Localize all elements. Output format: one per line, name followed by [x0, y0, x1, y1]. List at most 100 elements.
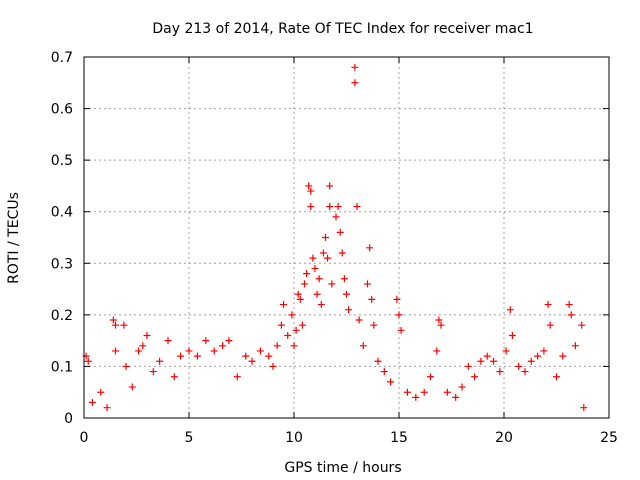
data-point	[364, 280, 371, 288]
data-point	[496, 368, 504, 376]
data-point	[248, 357, 256, 365]
data-point	[343, 290, 350, 298]
data-point	[84, 357, 92, 365]
chart-title: Day 213 of 2014, Rate Of TEC Index for r…	[152, 21, 533, 37]
data-point	[368, 295, 376, 303]
x-tick-label: 5	[185, 430, 194, 446]
x-axis-label: GPS time / hours	[284, 460, 401, 476]
axis-ticks: 0 5 10 15 20 25 0 0.1 0.2 0.3 0.4 0.5 0.6 0.7	[51, 50, 618, 446]
data-point	[135, 347, 143, 355]
data-point	[340, 275, 348, 283]
data-points	[82, 63, 588, 412]
data-point	[185, 347, 193, 355]
data-point	[527, 357, 535, 365]
data-point	[256, 347, 264, 355]
y-tick-label: 0.7	[51, 50, 73, 66]
data-point	[307, 203, 315, 211]
data-point	[567, 311, 575, 319]
y-tick-label: 0.4	[51, 205, 73, 221]
data-point	[210, 347, 218, 355]
data-point	[170, 373, 178, 381]
data-point	[351, 79, 359, 87]
data-point	[580, 404, 588, 412]
data-point	[315, 275, 323, 283]
data-point	[128, 383, 136, 391]
data-point	[515, 362, 523, 370]
data-point	[294, 290, 302, 298]
data-point	[502, 347, 510, 355]
data-point	[109, 316, 117, 324]
data-point	[420, 388, 428, 396]
data-point	[322, 234, 329, 241]
data-point	[177, 352, 185, 360]
data-point	[578, 321, 586, 329]
data-point	[317, 301, 325, 309]
data-point	[164, 337, 172, 345]
data-point	[437, 321, 445, 329]
y-tick-label: 0.6	[51, 102, 73, 118]
data-point	[351, 63, 359, 71]
data-point	[324, 254, 332, 262]
y-tick-label: 0.2	[51, 308, 73, 324]
data-point	[290, 342, 298, 350]
data-point	[284, 331, 292, 339]
data-point	[273, 342, 281, 350]
data-point	[326, 203, 334, 211]
data-point	[353, 203, 361, 211]
data-point	[412, 393, 420, 401]
data-point	[571, 342, 579, 350]
data-point	[88, 399, 96, 407]
x-tick-label: 0	[80, 430, 89, 446]
data-point	[565, 301, 573, 309]
data-point	[471, 373, 479, 381]
data-point	[435, 316, 443, 324]
data-point	[544, 301, 552, 309]
data-point	[296, 295, 304, 303]
data-point	[313, 290, 321, 298]
x-tick-label: 25	[600, 430, 618, 446]
data-point	[112, 321, 119, 329]
data-point	[355, 316, 363, 324]
data-point	[334, 203, 342, 211]
data-point	[490, 357, 497, 365]
data-point	[508, 331, 516, 339]
data-point	[370, 321, 378, 329]
data-point	[397, 326, 405, 334]
data-point	[280, 301, 287, 309]
data-point	[345, 306, 353, 314]
data-point	[219, 342, 227, 350]
data-point	[559, 352, 567, 360]
data-point	[139, 342, 147, 350]
data-point	[202, 337, 210, 345]
data-point	[307, 187, 315, 195]
x-tick-label: 10	[285, 430, 303, 446]
data-point	[483, 352, 491, 360]
y-tick-label: 0	[64, 411, 73, 427]
data-point	[149, 368, 157, 376]
data-point	[506, 306, 514, 314]
data-point	[112, 347, 119, 355]
plot-frame	[83, 56, 610, 419]
data-point	[433, 347, 441, 355]
data-point	[156, 357, 164, 365]
data-point	[338, 249, 346, 257]
data-point	[305, 182, 313, 190]
data-point	[374, 357, 382, 365]
data-point	[309, 254, 317, 262]
data-point	[301, 280, 308, 288]
y-tick-label: 0.5	[51, 153, 73, 169]
data-point	[521, 368, 529, 376]
y-tick-label: 0.1	[51, 359, 73, 375]
data-point	[311, 264, 319, 272]
data-point	[277, 321, 285, 329]
data-point	[269, 362, 277, 370]
y-tick-label: 0.3	[51, 256, 73, 272]
data-point	[540, 347, 548, 355]
data-point	[395, 311, 403, 319]
data-point	[120, 321, 128, 329]
data-point	[359, 342, 367, 350]
x-tick-label: 15	[390, 430, 408, 446]
data-point	[464, 362, 472, 370]
